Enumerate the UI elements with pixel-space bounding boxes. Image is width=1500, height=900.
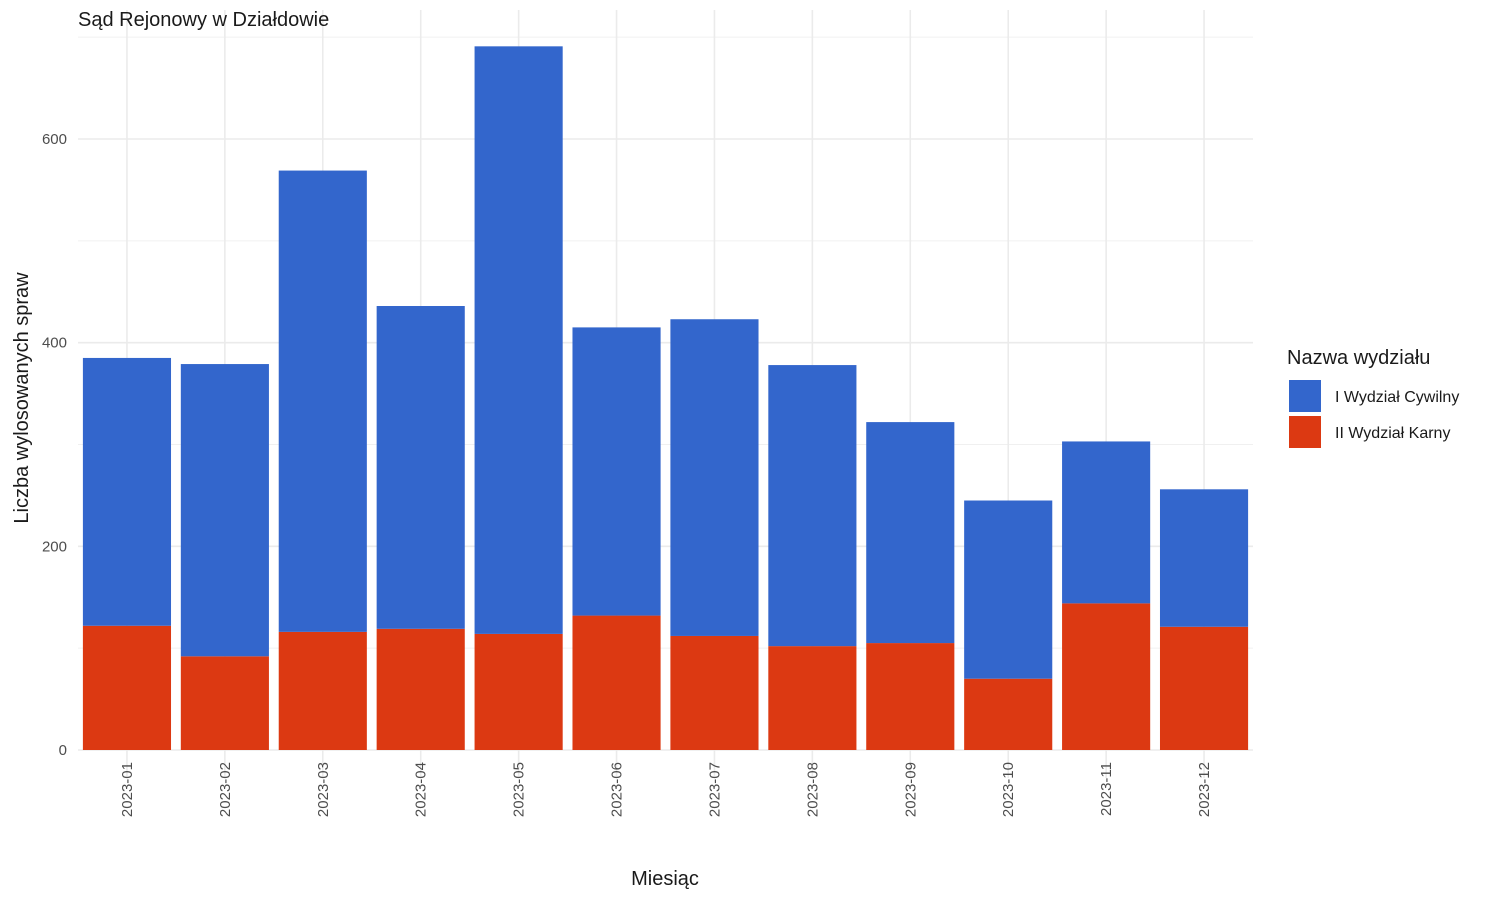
x-tick-label: 2023-08 [804, 762, 821, 817]
x-tick-label: 2023-02 [217, 762, 234, 817]
x-tick-label: 2023-12 [1196, 762, 1213, 817]
bar-segment [670, 635, 759, 750]
bar-segment [278, 631, 367, 750]
y-tick-label: 0 [59, 742, 67, 759]
x-tick-label: 2023-05 [511, 762, 528, 817]
x-tick-label: 2023-07 [706, 762, 723, 817]
y-tick-label: 400 [42, 335, 67, 352]
x-tick-label: 2023-09 [902, 762, 919, 817]
y-axis-ticks: 0 200 400 600 [42, 131, 67, 759]
bars [82, 46, 1249, 750]
x-tick-label: 2023-11 [1098, 762, 1115, 816]
x-tick-label: 2023-01 [119, 762, 136, 817]
bar-segment [1062, 441, 1151, 604]
y-tick-label: 200 [42, 538, 67, 555]
legend-title: Nazwa wydziału [1287, 347, 1430, 369]
legend-label-karny: II Wydział Karny [1335, 425, 1450, 442]
bar-segment [180, 364, 269, 657]
bar-segment [376, 628, 465, 750]
bar-segment [572, 615, 661, 750]
legend-swatch-cywilny [1289, 380, 1321, 412]
x-tick-label: 2023-04 [413, 762, 430, 817]
bar-segment [572, 327, 661, 616]
x-tick-label: 2023-03 [315, 762, 332, 817]
bar-segment [82, 625, 172, 750]
x-tick-label: 2023-10 [1000, 762, 1017, 817]
bar-segment [964, 500, 1053, 679]
legend-label-cywilny: I Wydział Cywilny [1335, 389, 1459, 406]
bar-segment [1159, 489, 1249, 627]
x-tick-label: 2023-06 [609, 762, 626, 817]
x-axis-title: Miesiąc [631, 868, 699, 890]
bar-segment [964, 678, 1053, 750]
bar-segment [82, 357, 172, 626]
chart-title: Sąd Rejonowy w Działdowie [78, 9, 329, 31]
bar-segment [768, 646, 857, 750]
bar-segment [474, 46, 563, 634]
bar-segment [1159, 626, 1249, 750]
y-tick-label: 600 [42, 131, 67, 148]
y-axis-title: Liczba wylosowanych spraw [11, 272, 33, 524]
bar-segment [474, 633, 563, 750]
legend: Nazwa wydziału I Wydział Cywilny II Wydz… [1287, 347, 1459, 448]
bar-segment [866, 643, 955, 750]
x-axis-ticks: 2023-01 2023-02 2023-03 2023-04 2023-05 2023-… [119, 762, 1213, 817]
bar-segment [278, 170, 367, 632]
legend-swatch-karny [1289, 416, 1321, 448]
bar-segment [180, 656, 269, 750]
bar-segment [1062, 603, 1151, 750]
bar-segment [768, 365, 857, 647]
bar-segment [670, 319, 759, 636]
bar-segment [376, 306, 465, 629]
bar-segment [866, 422, 955, 644]
